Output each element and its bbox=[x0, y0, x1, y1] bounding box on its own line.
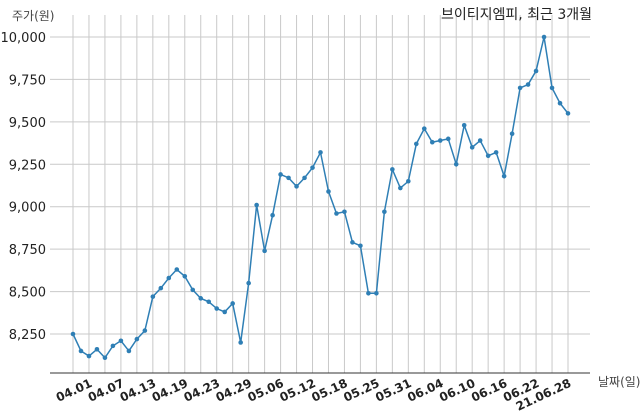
data-point bbox=[174, 267, 180, 272]
data-point bbox=[222, 309, 227, 315]
data-point bbox=[262, 248, 267, 254]
series-layer bbox=[70, 34, 571, 361]
data-point bbox=[86, 353, 92, 359]
data-point bbox=[501, 173, 507, 179]
data-point bbox=[366, 290, 371, 296]
data-point bbox=[198, 296, 204, 301]
data-point bbox=[549, 85, 555, 91]
data-point bbox=[557, 100, 563, 106]
data-point bbox=[206, 299, 212, 305]
data-point bbox=[190, 287, 196, 293]
data-point bbox=[102, 355, 108, 361]
y-tick-label: 8,250 bbox=[9, 328, 46, 343]
chart-title: 브이티지엠피, 최근 3개월 bbox=[441, 7, 592, 23]
data-point bbox=[214, 306, 220, 311]
y-tick-label: 10,000 bbox=[1, 31, 47, 46]
data-point bbox=[158, 285, 164, 291]
data-point bbox=[565, 111, 571, 116]
data-point bbox=[541, 34, 547, 40]
data-point bbox=[437, 138, 443, 143]
y-tick-label: 9,000 bbox=[9, 201, 46, 216]
data-point bbox=[445, 136, 451, 142]
data-point bbox=[382, 209, 387, 215]
data-point bbox=[485, 153, 491, 159]
data-point bbox=[270, 212, 275, 218]
data-point bbox=[453, 161, 459, 167]
y-tick-label: 9,250 bbox=[9, 158, 46, 173]
data-point bbox=[118, 338, 124, 344]
data-point bbox=[110, 343, 116, 349]
data-point bbox=[429, 139, 435, 145]
data-point bbox=[469, 145, 475, 150]
data-point bbox=[70, 331, 76, 337]
data-point bbox=[334, 211, 339, 216]
y-tick-label: 8,750 bbox=[9, 243, 46, 258]
data-point bbox=[421, 126, 427, 131]
y-tick-labels: 8,250 8,500 8,750 9,000 9,250 9,500 9,750 10,00… bbox=[1, 31, 47, 343]
data-point bbox=[302, 175, 307, 181]
data-point bbox=[126, 348, 132, 354]
data-point bbox=[342, 209, 347, 215]
data-point bbox=[398, 185, 403, 191]
y-tick-label: 9,750 bbox=[9, 73, 46, 88]
x-axis-title: 날짜(일) bbox=[598, 375, 640, 389]
data-point bbox=[358, 243, 363, 249]
data-point bbox=[390, 167, 395, 172]
x-gridlines bbox=[72, 15, 569, 373]
data-point bbox=[286, 175, 291, 181]
data-point bbox=[294, 184, 299, 189]
data-point bbox=[517, 85, 523, 91]
data-point bbox=[477, 138, 483, 143]
data-point bbox=[414, 141, 419, 147]
data-point bbox=[254, 202, 259, 208]
data-point bbox=[310, 165, 315, 170]
data-point bbox=[374, 290, 379, 296]
data-point bbox=[350, 240, 355, 245]
data-point bbox=[94, 346, 100, 352]
data-point bbox=[406, 178, 411, 184]
data-point bbox=[78, 348, 84, 354]
data-point bbox=[142, 328, 148, 333]
y-tick-label: 8,500 bbox=[9, 286, 46, 301]
data-point bbox=[509, 131, 515, 137]
y-tick-label: 9,500 bbox=[9, 116, 46, 131]
data-point bbox=[533, 68, 539, 74]
data-point bbox=[150, 294, 156, 299]
data-point bbox=[493, 150, 499, 155]
y-gridlines bbox=[50, 36, 590, 335]
data-point bbox=[134, 336, 140, 342]
data-point bbox=[278, 172, 283, 177]
data-point bbox=[182, 273, 188, 279]
series-line bbox=[72, 36, 569, 359]
data-point bbox=[326, 189, 331, 194]
data-point bbox=[318, 150, 323, 155]
x-tick-labels: 04.0104.0704.1304.1904.2304.2905.0605.12… bbox=[54, 376, 573, 414]
data-point bbox=[246, 280, 251, 286]
data-point bbox=[461, 122, 467, 128]
data-point bbox=[525, 82, 531, 87]
data-point bbox=[230, 301, 235, 306]
data-point bbox=[238, 340, 243, 345]
y-axis-title: 주가(원) bbox=[12, 9, 54, 23]
data-point bbox=[166, 275, 172, 281]
